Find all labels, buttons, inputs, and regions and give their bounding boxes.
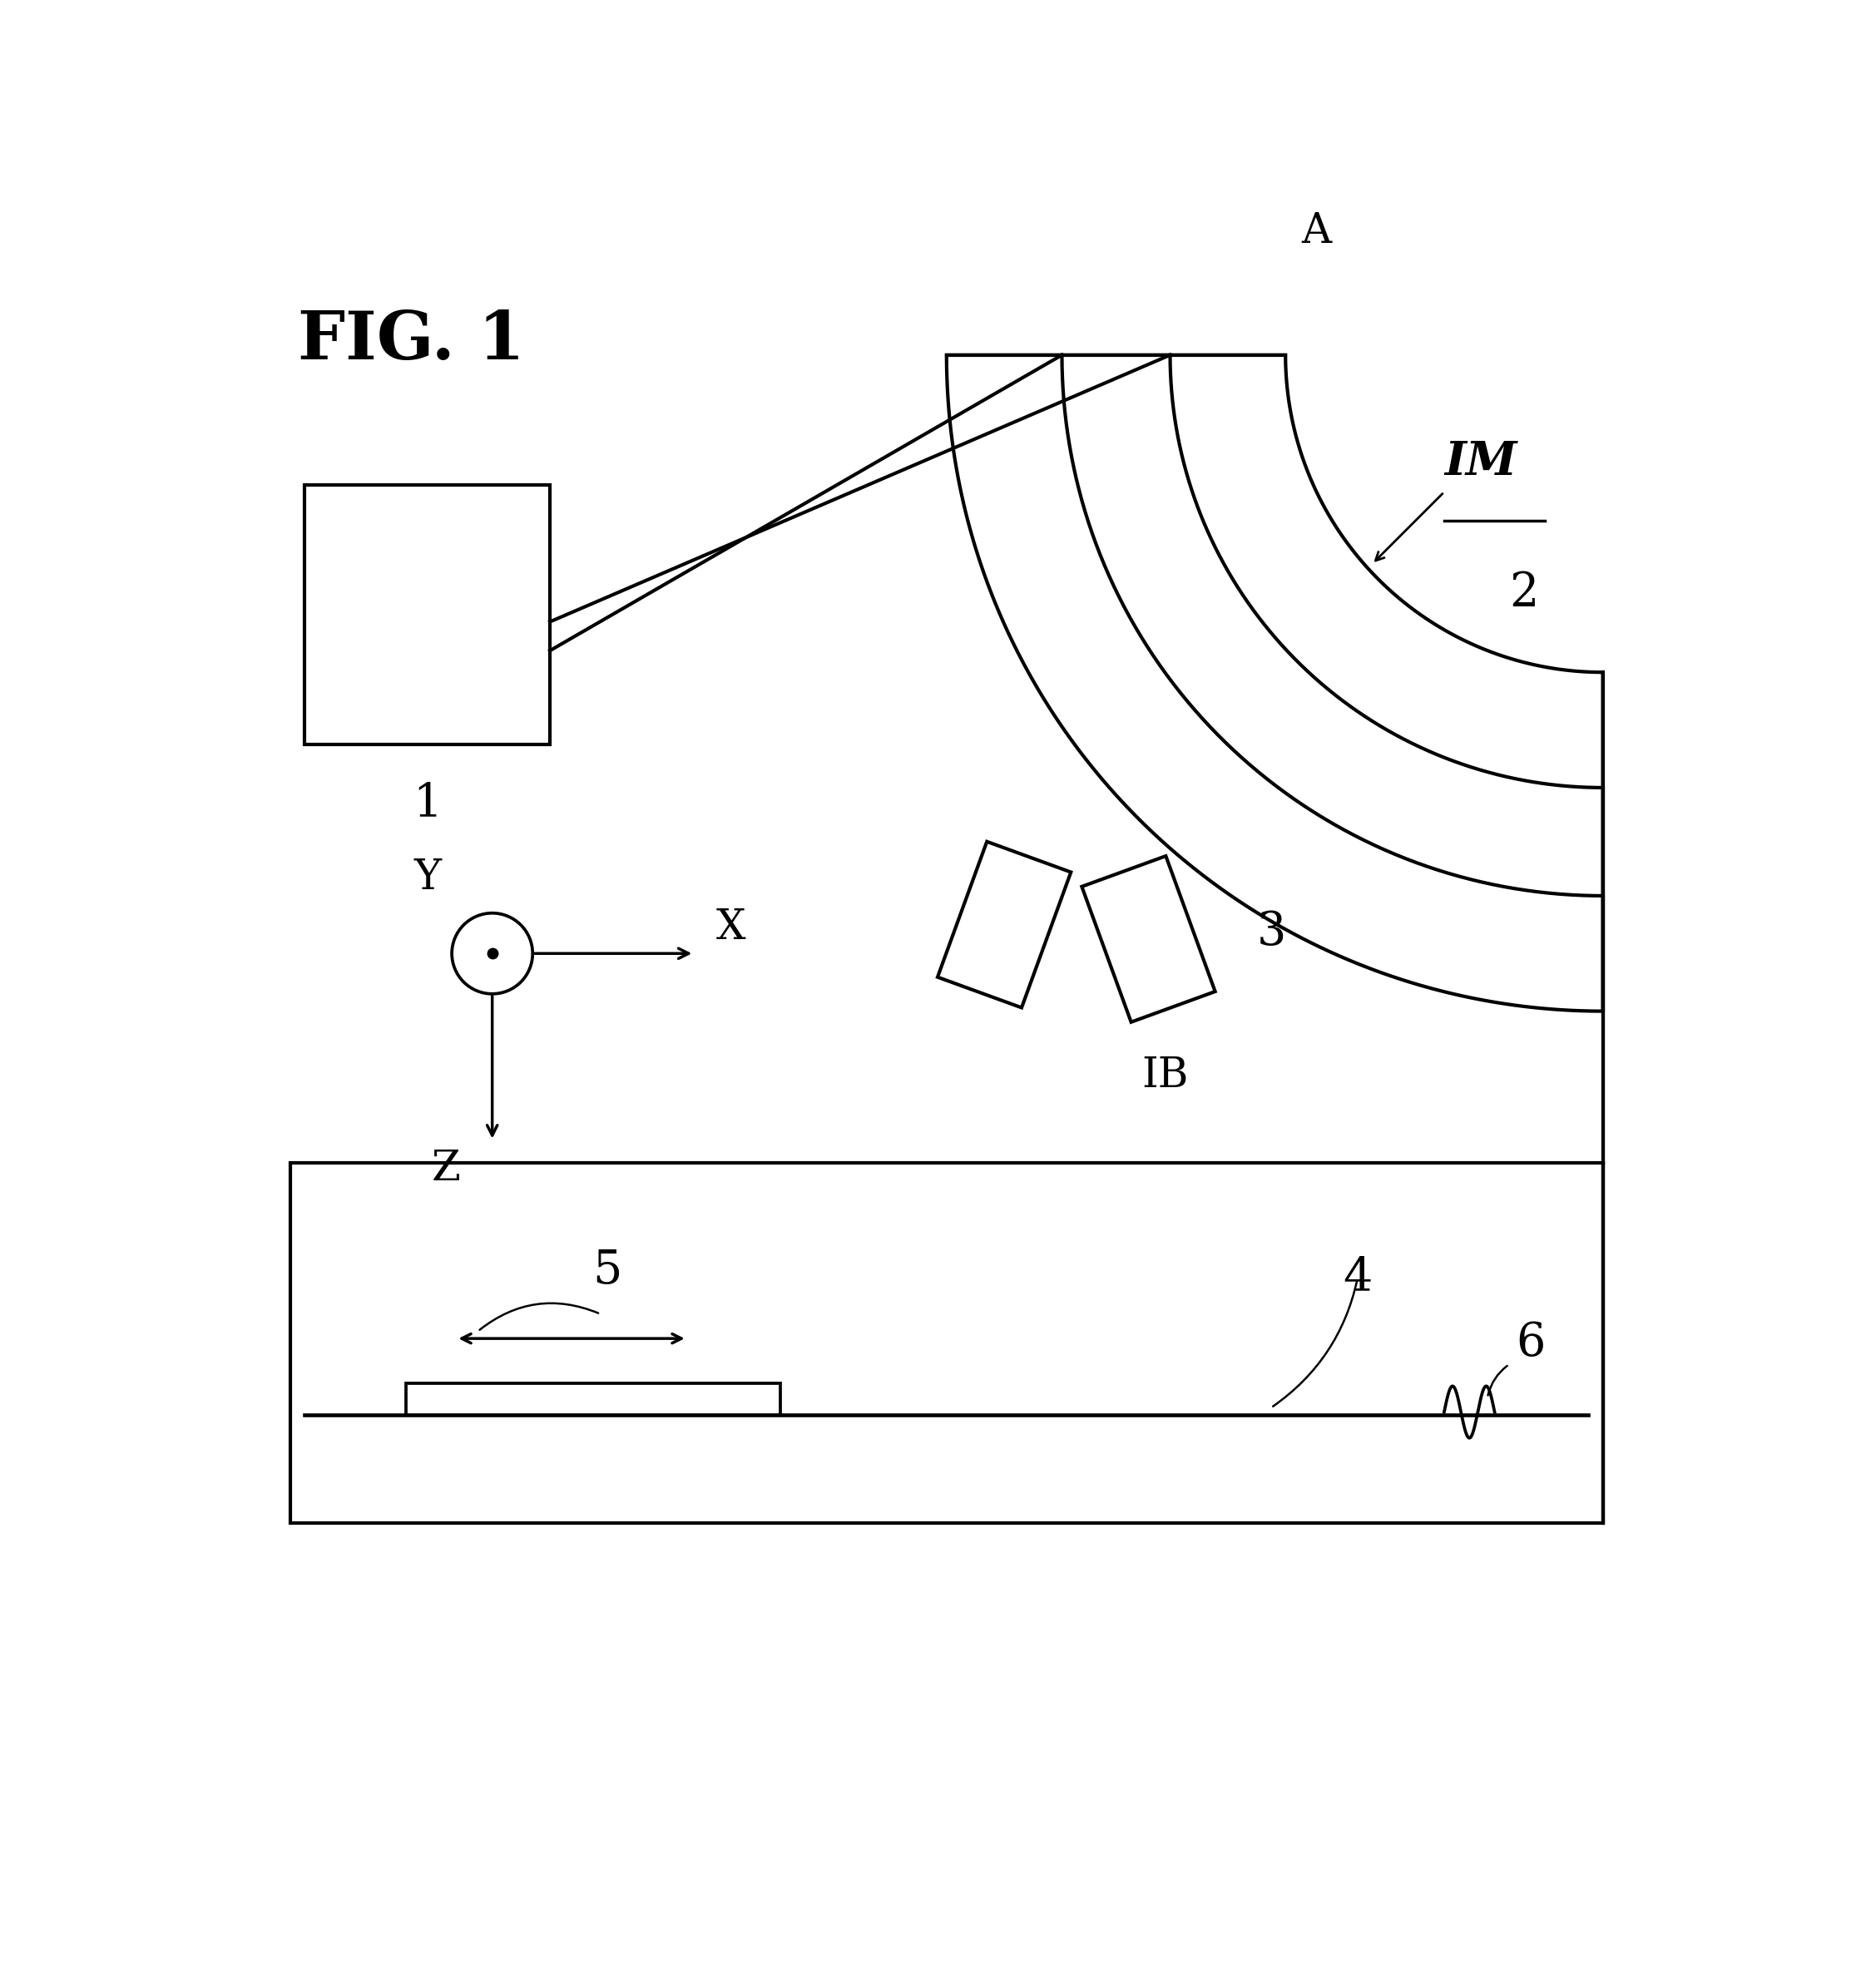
- Polygon shape: [938, 841, 1070, 1008]
- Text: A: A: [1301, 211, 1331, 252]
- Polygon shape: [947, 356, 1602, 1012]
- Text: 4: 4: [1344, 1254, 1372, 1300]
- Bar: [305, 485, 551, 744]
- Text: FIG. 1: FIG. 1: [298, 308, 525, 374]
- Text: Z: Z: [432, 1149, 460, 1189]
- Polygon shape: [1081, 857, 1215, 1022]
- Text: X: X: [716, 907, 746, 948]
- Text: IM: IM: [1444, 439, 1517, 485]
- Text: 3: 3: [1256, 909, 1286, 954]
- Text: IB: IB: [1141, 1056, 1187, 1097]
- Bar: [406, 1384, 782, 1415]
- Bar: [290, 1163, 1602, 1523]
- Text: 5: 5: [594, 1248, 622, 1294]
- Text: 1: 1: [413, 781, 443, 825]
- Text: 6: 6: [1517, 1320, 1546, 1366]
- Text: Y: Y: [413, 857, 441, 899]
- Text: 2: 2: [1509, 571, 1539, 616]
